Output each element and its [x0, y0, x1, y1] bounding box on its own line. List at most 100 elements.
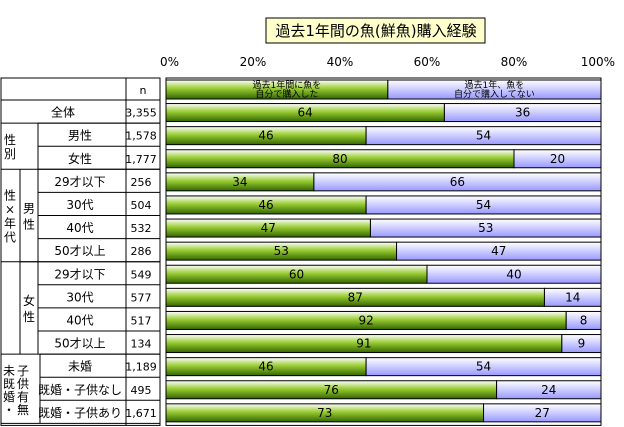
data-label-bought: 87: [348, 290, 363, 304]
group-label-char: 婚: [3, 390, 15, 404]
n-value: 532: [131, 222, 152, 235]
data-label-not-bought: 47: [491, 244, 506, 258]
legend-label: 自分で購入してない: [454, 88, 535, 100]
category-label: 全体: [51, 105, 75, 120]
data-label-not-bought: 20: [550, 152, 565, 166]
n-value: 1,578: [125, 130, 157, 143]
group-label-char: 性: [4, 133, 16, 147]
data-label-bought: 76: [324, 383, 339, 397]
subgroup-label-char: 性: [23, 218, 35, 232]
group-label-char: 性: [4, 189, 16, 203]
group-label-char: 子: [17, 364, 29, 378]
category-label: 30代: [66, 290, 93, 304]
bar-not-bought: [365, 126, 602, 146]
n-value: 256: [131, 176, 152, 189]
category-label: 女性: [68, 151, 92, 166]
bar-not-bought: [513, 149, 602, 169]
n-value: 1,189: [125, 361, 157, 374]
data-label-not-bought: 36: [515, 106, 530, 120]
data-label-not-bought: 27: [535, 406, 550, 420]
data-label-bought: 46: [258, 198, 273, 212]
category-label: 40代: [66, 313, 93, 327]
group-label-char: ・: [3, 403, 15, 417]
bar-not-bought: [543, 287, 602, 307]
subgroup-label-char: 女: [23, 293, 35, 308]
bar-not-bought: [561, 334, 602, 354]
n-value: 549: [131, 268, 152, 281]
group-label-char: 未: [3, 364, 15, 378]
data-label-bought: 73: [317, 406, 332, 420]
data-label-not-bought: 8: [580, 313, 588, 327]
bar-not-bought: [443, 103, 602, 123]
data-label-bought: 60: [289, 267, 304, 281]
x-tick-label: 80%: [501, 55, 528, 69]
group-label-char: ×: [5, 203, 15, 217]
n-value: 1,671: [125, 407, 157, 420]
chart-title-box: 過去1年間の魚(鮮魚)購入経験: [265, 17, 486, 44]
data-label-not-bought: 24: [541, 383, 556, 397]
data-label-bought: 47: [261, 221, 276, 235]
category-label: 29才以下: [54, 175, 105, 189]
legend-label: 自分で購入した: [255, 88, 318, 100]
category-label: 男性: [68, 129, 92, 143]
table-frame: [0, 77, 161, 426]
bar-not-bought: [365, 195, 602, 215]
data-label-bought: 80: [332, 152, 347, 166]
group-label-char: 供: [17, 377, 29, 391]
legend-label: 過去1年間に魚を: [253, 79, 322, 91]
x-tick-label: 0%: [160, 55, 179, 69]
bar-not-bought: [496, 380, 602, 400]
n-value: 504: [131, 199, 152, 212]
data-label-bought: 34: [232, 175, 247, 189]
n-value: 495: [131, 384, 152, 397]
group-label-char: 既: [3, 377, 15, 391]
category-label: 50才以上: [54, 244, 105, 258]
data-label-not-bought: 54: [476, 360, 491, 374]
bar-not-bought: [396, 241, 602, 261]
group-label-char: 別: [4, 147, 16, 161]
group-label-char: 代: [4, 231, 16, 245]
group-label-char: 有: [17, 390, 29, 404]
legend-label: 過去1年、魚を: [465, 79, 525, 91]
data-label-not-bought: 14: [565, 290, 580, 304]
data-label-not-bought: 40: [506, 267, 521, 281]
data-label-bought: 53: [274, 244, 289, 258]
category-label: 30代: [66, 198, 93, 212]
legend-bar-not-bought: [387, 79, 602, 100]
n-value: 577: [131, 291, 152, 304]
bar-not-bought: [565, 310, 602, 330]
group-label-char: 年: [4, 217, 16, 231]
x-tick-label: 20%: [240, 55, 267, 69]
data-label-not-bought: 54: [476, 129, 491, 143]
data-label-not-bought: 9: [578, 337, 586, 351]
subgroup-label-char: 男: [23, 202, 35, 216]
n-header: n: [140, 84, 147, 97]
data-label-bought: 91: [356, 337, 371, 351]
data-label-bought: 46: [258, 360, 273, 374]
data-label-bought: 64: [298, 106, 313, 120]
bar-not-bought: [365, 357, 602, 377]
x-tick-label: 40%: [327, 55, 354, 69]
bar-not-bought: [483, 403, 602, 423]
n-value: 517: [131, 314, 152, 327]
category-label: 29才以下: [54, 267, 105, 281]
n-value: 1,777: [125, 153, 157, 166]
n-value: 286: [131, 245, 152, 258]
x-tick-label: 60%: [414, 55, 441, 69]
category-label: 既婚・子供なし: [38, 383, 122, 397]
data-label-not-bought: 54: [476, 198, 491, 212]
x-tick-label: 100%: [581, 55, 615, 69]
chart-title: 過去1年間の魚(鮮魚)購入経験: [275, 22, 476, 40]
data-label-bought: 46: [258, 129, 273, 143]
bar-not-bought: [369, 218, 602, 238]
data-label-not-bought: 53: [478, 221, 493, 235]
n-value: 3,355: [125, 107, 157, 120]
group-label-char: 無: [17, 402, 29, 417]
category-label: 50才以上: [54, 337, 105, 351]
bar-not-bought: [426, 264, 602, 284]
bar-not-bought: [313, 172, 602, 192]
data-label-bought: 92: [358, 313, 373, 327]
